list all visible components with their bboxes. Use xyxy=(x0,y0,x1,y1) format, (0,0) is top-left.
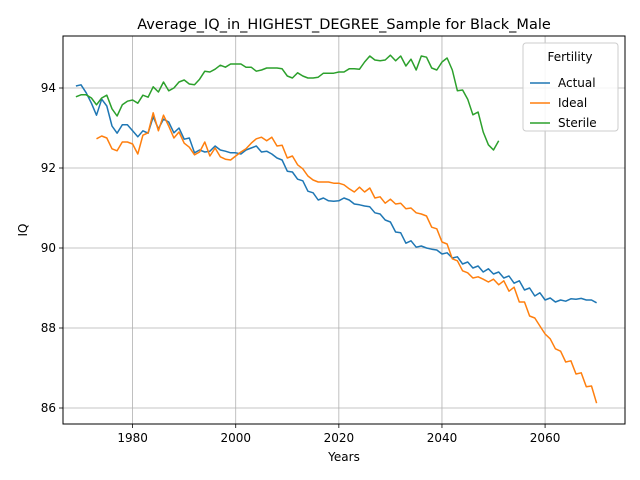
x-tick-label: 2020 xyxy=(324,431,355,445)
y-tick-label: 88 xyxy=(41,321,56,335)
y-tick-label: 86 xyxy=(41,401,56,415)
x-axis: 1980 2000 2020 2040 2060 xyxy=(117,424,560,445)
legend-label-ideal: Ideal xyxy=(558,96,587,110)
x-tick-label: 1980 xyxy=(117,431,148,445)
y-tick-label: 92 xyxy=(41,161,56,175)
plot-frame xyxy=(62,35,626,425)
legend-items: Actual Ideal Sterile xyxy=(530,76,597,130)
series-line-ideal xyxy=(96,112,598,404)
series-layer xyxy=(75,54,598,404)
chart-title: Average_IQ_in_HIGHEST_DEGREE_Sample for … xyxy=(137,17,551,33)
y-tick-label: 90 xyxy=(41,241,56,255)
series-line-actual xyxy=(75,84,597,304)
x-tick-label: 2040 xyxy=(427,431,458,445)
legend-label-actual: Actual xyxy=(558,76,596,90)
y-axis: 86 88 90 92 94 xyxy=(41,81,63,415)
series-line-sterile xyxy=(75,54,500,151)
x-axis-title: Years xyxy=(327,450,360,464)
legend: Fertility Actual Ideal Sterile xyxy=(522,42,619,132)
legend-label-sterile: Sterile xyxy=(558,116,597,130)
y-axis-title: IQ xyxy=(16,224,30,237)
y-tick-label: 94 xyxy=(41,81,56,95)
x-tick-label: 2060 xyxy=(530,431,561,445)
legend-title: Fertility xyxy=(547,50,592,64)
legend-box xyxy=(522,42,619,132)
x-tick-label: 2000 xyxy=(220,431,251,445)
